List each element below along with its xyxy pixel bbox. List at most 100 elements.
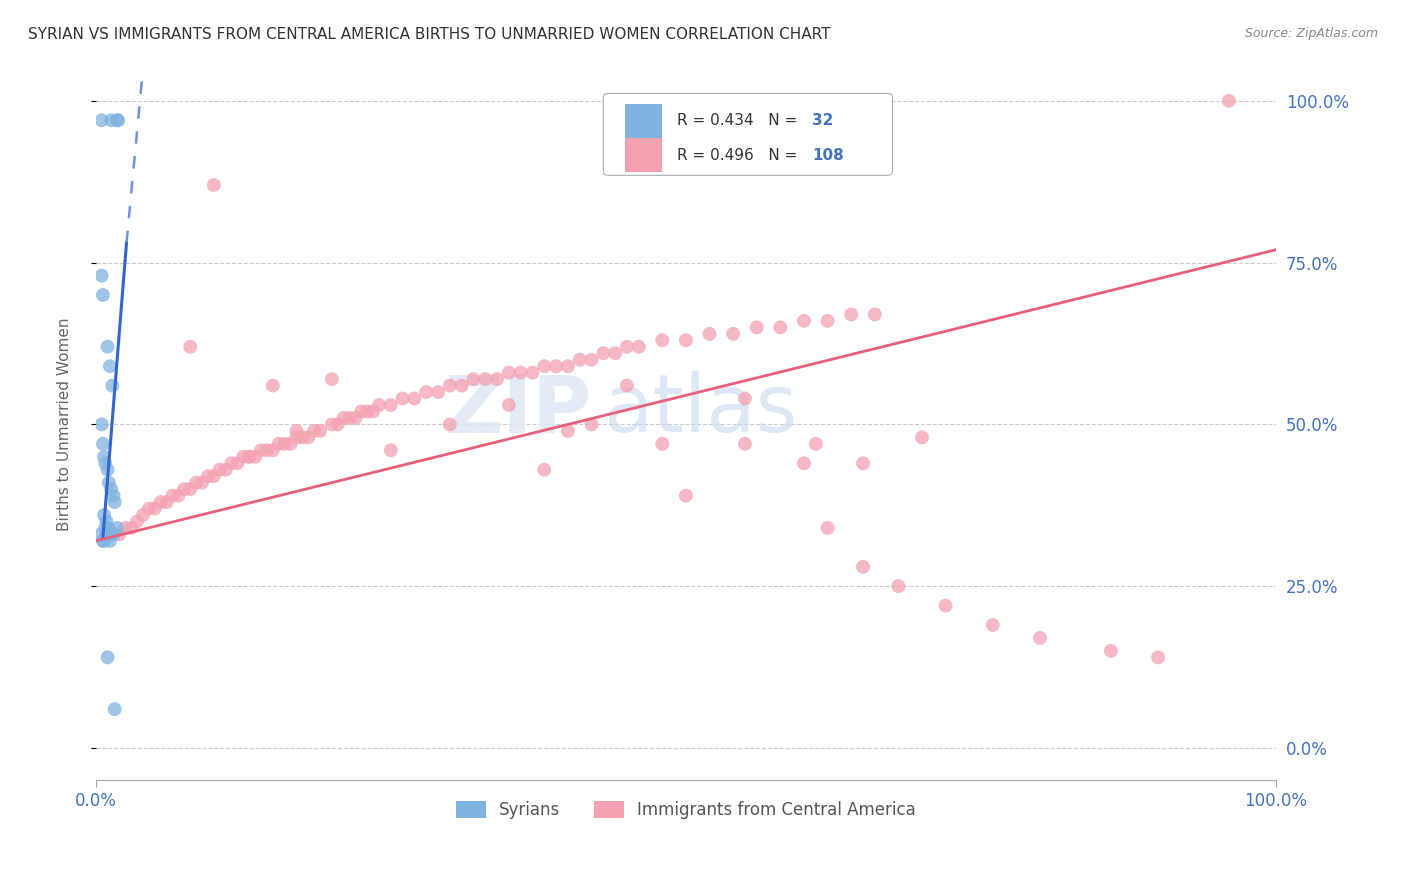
Point [226, 456, 249, 470]
Point [581, 352, 603, 367]
Point [107, 113, 129, 128]
Point [120, 521, 142, 535]
Point [103, 527, 125, 541]
Point [93, 508, 115, 522]
Point [699, 326, 721, 341]
Point [93, 533, 115, 548]
Point [104, 495, 127, 509]
Point [321, 417, 343, 432]
Point [89, 527, 111, 541]
Point [522, 366, 544, 380]
Point [100, 113, 122, 128]
Point [627, 340, 650, 354]
Text: R = 0.434   N =: R = 0.434 N = [676, 113, 801, 128]
Point [581, 417, 603, 432]
Point [93, 450, 115, 464]
Point [202, 178, 225, 192]
Point [149, 495, 172, 509]
Point [98, 359, 121, 374]
Point [339, 411, 361, 425]
Point [155, 495, 177, 509]
Point [486, 372, 509, 386]
Point [202, 469, 225, 483]
Point [734, 392, 756, 406]
Point [127, 515, 149, 529]
Point [96, 527, 118, 541]
Point [380, 398, 402, 412]
Point [97, 650, 120, 665]
Point [94, 521, 117, 535]
Point [557, 359, 579, 374]
Point [291, 430, 314, 444]
Point [852, 559, 875, 574]
Point [267, 437, 290, 451]
Point [90, 268, 112, 283]
Point [97, 475, 120, 490]
Point [793, 456, 815, 470]
Point [184, 475, 207, 490]
Point [143, 501, 166, 516]
Point [509, 366, 531, 380]
Point [105, 113, 128, 128]
Text: 32: 32 [813, 113, 834, 128]
Legend: Syrians, Immigrants from Central America: Syrians, Immigrants from Central America [450, 794, 922, 825]
Point [167, 489, 190, 503]
Point [103, 527, 125, 541]
Point [863, 307, 886, 321]
Point [616, 340, 638, 354]
Point [592, 346, 614, 360]
Text: SYRIAN VS IMMIGRANTS FROM CENTRAL AMERICA BIRTHS TO UNMARRIED WOMEN CORRELATION : SYRIAN VS IMMIGRANTS FROM CENTRAL AMERIC… [28, 27, 831, 42]
Point [91, 288, 114, 302]
Y-axis label: Births to Unmarried Women: Births to Unmarried Women [58, 318, 72, 531]
Point [350, 404, 373, 418]
Point [243, 450, 266, 464]
Point [285, 430, 308, 444]
Point [197, 469, 219, 483]
Point [114, 521, 136, 535]
Point [605, 346, 627, 360]
Point [498, 366, 520, 380]
Point [191, 475, 214, 490]
Point [100, 527, 122, 541]
Point [368, 398, 391, 412]
Point [769, 320, 792, 334]
Point [232, 450, 254, 464]
Point [852, 456, 875, 470]
Point [280, 437, 302, 451]
Point [132, 508, 155, 522]
Point [108, 527, 131, 541]
Point [100, 482, 122, 496]
Point [238, 450, 260, 464]
Point [98, 533, 121, 548]
Text: ZIP: ZIP [444, 371, 592, 450]
Point [238, 450, 260, 464]
Point [380, 443, 402, 458]
Point [839, 307, 862, 321]
Text: Source: ZipAtlas.com: Source: ZipAtlas.com [1244, 27, 1378, 40]
Point [250, 443, 273, 458]
Point [302, 424, 325, 438]
Point [103, 489, 125, 503]
Point [391, 392, 413, 406]
Point [463, 372, 485, 386]
FancyBboxPatch shape [603, 94, 893, 176]
Point [568, 352, 591, 367]
Text: atlas: atlas [603, 371, 797, 450]
Point [179, 340, 201, 354]
Point [675, 333, 697, 347]
Point [309, 424, 332, 438]
Point [214, 463, 236, 477]
Point [804, 437, 827, 451]
Point [415, 385, 437, 400]
Point [90, 113, 112, 128]
Point [404, 392, 426, 406]
Point [97, 527, 120, 541]
Point [981, 618, 1004, 632]
Point [90, 417, 112, 432]
Point [101, 378, 124, 392]
Point [651, 333, 673, 347]
Point [935, 599, 957, 613]
Point [344, 411, 367, 425]
Point [262, 443, 284, 458]
Point [321, 372, 343, 386]
